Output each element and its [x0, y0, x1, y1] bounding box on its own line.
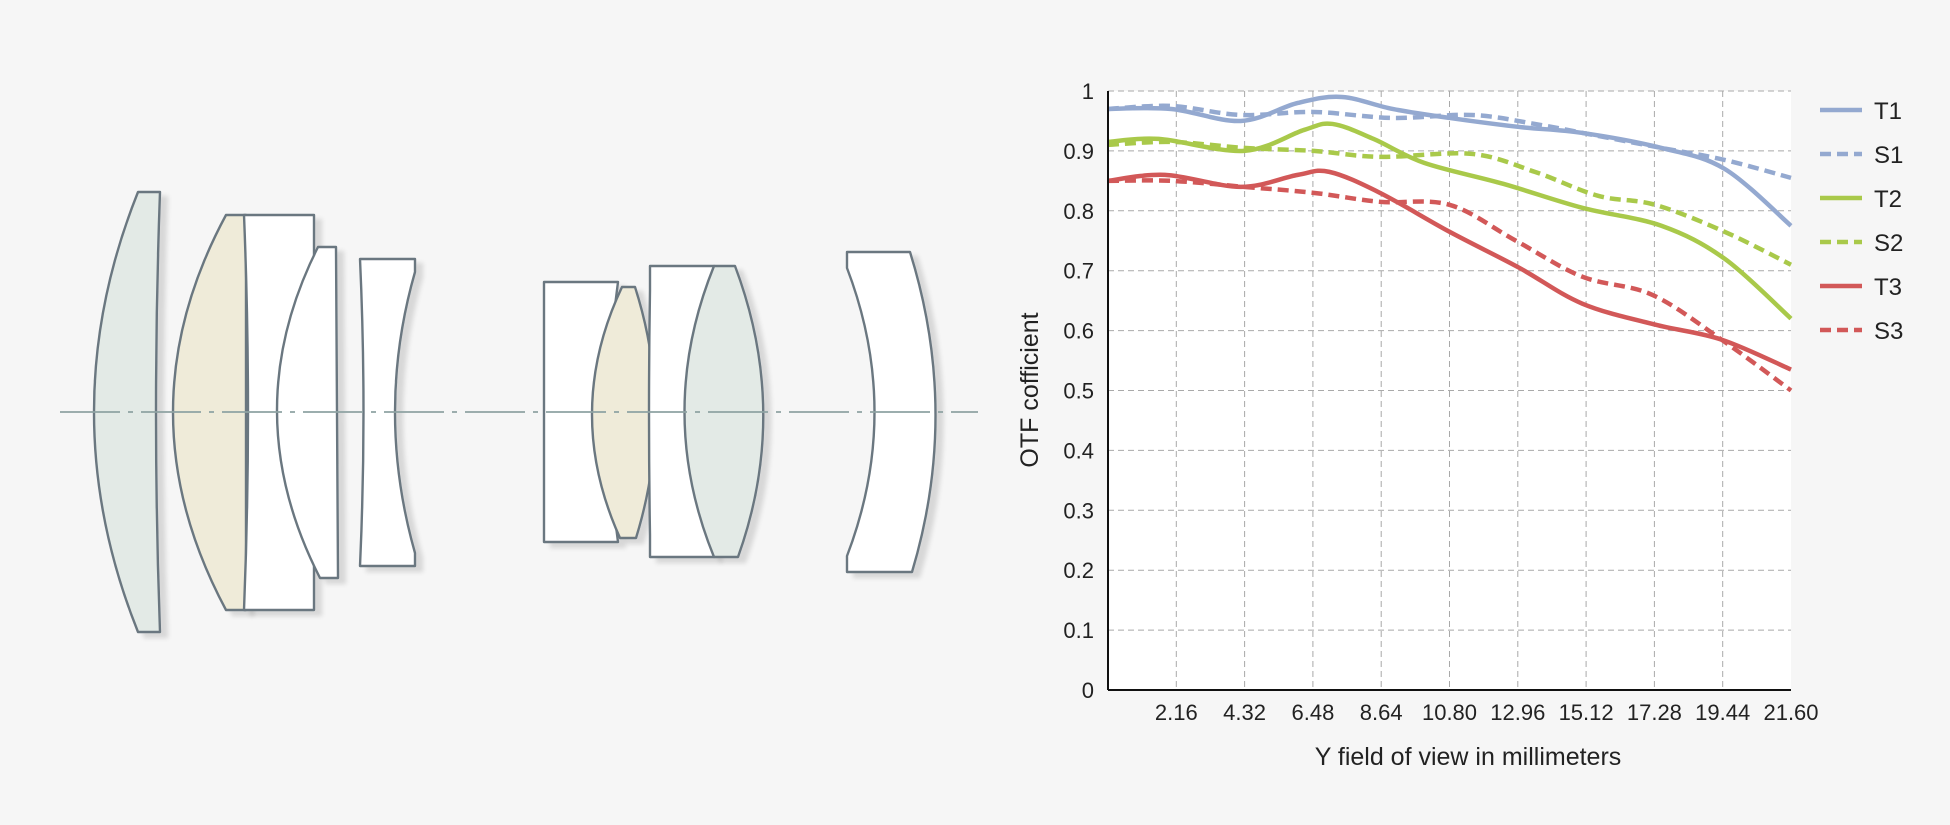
- x-tick-label: 17.28: [1627, 700, 1682, 725]
- legend-label-t2: T2: [1874, 186, 1902, 213]
- y-tick-label: 1: [1082, 79, 1094, 104]
- series-line-s3: [1107, 178, 1793, 393]
- series-line-t2: [1107, 121, 1793, 321]
- x-tick-label: 21.60: [1763, 700, 1818, 725]
- x-axis-title: Y field of view in millimeters: [1315, 743, 1622, 771]
- legend: T1 S1 T2 S2 T3 S3: [1820, 98, 1903, 345]
- x-tick-label: 15.12: [1559, 700, 1614, 725]
- y-tick-labels: 0 0.1 0.2 0.3 0.4 0.5 0.6 0.7 0.8 0.9 1: [1063, 79, 1094, 703]
- x-tick-label: 10.80: [1422, 700, 1477, 725]
- axes: [1107, 91, 1791, 691]
- lens-cross-section-diagram: [60, 190, 978, 634]
- x-tick-label: 6.48: [1291, 700, 1334, 725]
- y-tick-label: 0.6: [1063, 319, 1094, 344]
- x-tick-label: 12.96: [1490, 700, 1545, 725]
- y-tick-label: 0.8: [1063, 199, 1094, 224]
- grid-lines: [1108, 90, 1791, 690]
- y-tick-label: 0.3: [1063, 498, 1094, 523]
- y-tick-label: 0: [1082, 678, 1094, 703]
- series-line-s2: [1107, 139, 1793, 267]
- x-tick-label: 2.16: [1155, 700, 1198, 725]
- y-tick-label: 0.7: [1063, 259, 1094, 284]
- y-axis-title: OTF cofficient: [1016, 312, 1044, 467]
- y-tick-label: 0.2: [1063, 558, 1094, 583]
- x-tick-label: 8.64: [1360, 700, 1403, 725]
- legend-label-t3: T3: [1874, 274, 1902, 301]
- lens-element-1: [92, 190, 162, 634]
- series-lines: [1107, 94, 1793, 393]
- y-tick-label: 0.5: [1063, 379, 1094, 404]
- legend-label-s3: S3: [1874, 318, 1903, 345]
- x-tick-label: 19.44: [1695, 700, 1750, 725]
- series-line-s1: [1107, 103, 1792, 181]
- y-tick-label: 0.4: [1063, 438, 1094, 463]
- y-tick-label: 0.9: [1063, 139, 1094, 164]
- x-tick-label: 4.32: [1223, 700, 1266, 725]
- x-tick-labels: 2.16 4.32 6.48 8.64 10.80 12.96 15.12 17.28 19.4…: [1155, 700, 1819, 725]
- legend-label-s1: S1: [1874, 142, 1903, 169]
- otf-chart: 0 0.1 0.2 0.3 0.4 0.5 0.6 0.7 0.8 0.9 1 2.16 4.32 6.…: [1016, 79, 1903, 771]
- legend-label-s2: S2: [1874, 230, 1903, 257]
- y-tick-label: 0.1: [1063, 618, 1094, 643]
- legend-label-t1: T1: [1874, 98, 1902, 125]
